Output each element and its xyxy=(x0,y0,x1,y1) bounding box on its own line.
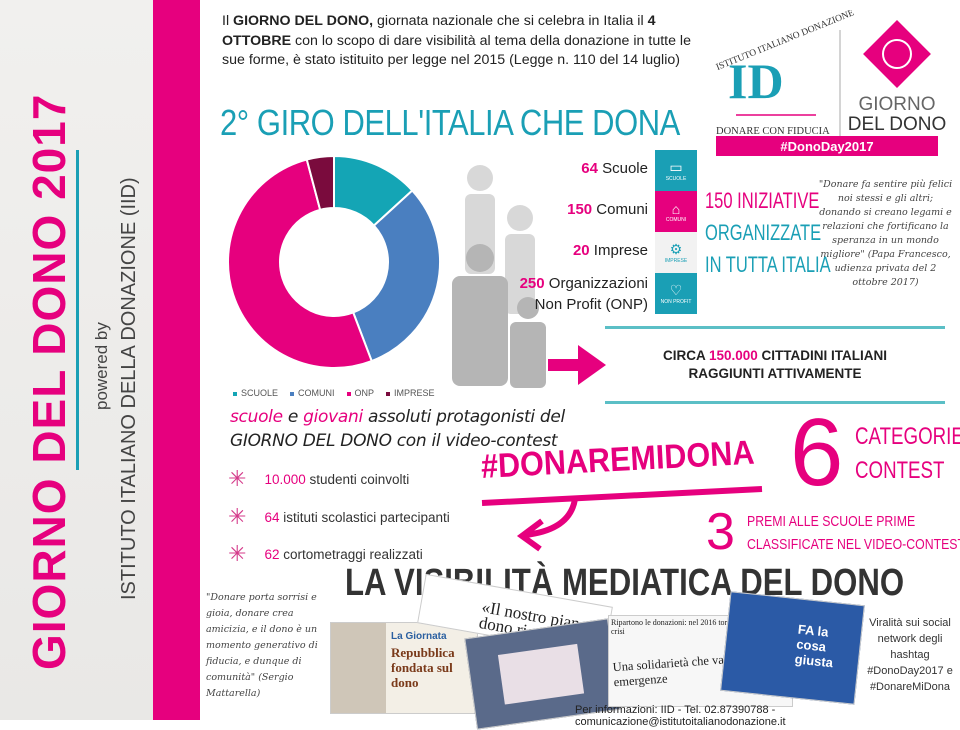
iid-logo: ISTITUTO ITALIANO DONAZIONE ID DONARE CO… xyxy=(715,10,947,156)
bullet-item: ✳ 10.000 studenti coinvolti xyxy=(228,466,410,491)
chart-legend: SCUOLE COMUNI ONP IMPRESE xyxy=(233,388,435,398)
institute-name: ISTITUTO ITALIANO DELLA DONAZIONE (IID) xyxy=(118,177,140,600)
tile-comuni: ⌂ COMUNI xyxy=(655,191,697,232)
tv-screenshot: FA la cosa giusta xyxy=(720,591,865,705)
intro-paragraph: Il GIORNO DEL DONO, giornata nazionale c… xyxy=(222,13,691,68)
tile-imprese: ⚙ IMPRESE xyxy=(655,232,697,273)
legend-marker xyxy=(346,391,351,396)
iniziative-text: 150 INIZIATIVE ORGANIZZATE IN TUTTA ITALIA xyxy=(705,188,831,277)
papa-quote: "Donare fa sentire più felici noi stessi… xyxy=(818,179,953,288)
viral-text: Viralità sui social network degli hashta… xyxy=(867,617,953,693)
divider-line xyxy=(605,326,945,329)
donut-slice-comuni xyxy=(351,189,441,363)
legend-item: COMUNI xyxy=(290,388,335,398)
stat-onp: 250 Organizzazioni Non Profit (ONP) xyxy=(519,275,648,313)
categories-label: CATEGORIE CONTEST xyxy=(855,423,960,484)
divider-line xyxy=(605,401,945,404)
building-icon: ⌂ xyxy=(671,200,681,217)
stat-comuni: 150 Comuni xyxy=(567,201,648,218)
gears-icon: ⚙ xyxy=(669,241,683,257)
protagonists-text: scuole e giovani assoluti protagonisti d… xyxy=(230,407,565,451)
citizens-reached: CIRCA 150.000 CITTADINI ITALIANI RAGGIUNT… xyxy=(662,348,888,381)
asterisk-icon: ✳ xyxy=(228,466,247,491)
legend-item: IMPRESE xyxy=(386,388,435,398)
stat-scuole: 64 Scuole xyxy=(581,160,648,177)
donut-slice-imprese xyxy=(305,154,335,212)
vertical-title: GIORNO DEL DONO 2017 xyxy=(23,93,75,670)
asterisk-icon: ✳ xyxy=(228,504,247,529)
people-icon xyxy=(452,165,546,388)
tile-nonprofit: ♡ NON PROFIT xyxy=(655,273,697,314)
diamond-emblem-icon xyxy=(863,20,931,88)
categories-count: 6 xyxy=(790,399,844,506)
asterisk-icon: ✳ xyxy=(228,541,247,566)
heart-icon: ♡ xyxy=(669,282,683,298)
stat-imprese: 20 Imprese xyxy=(572,242,648,259)
tile-scuole: ▭ SCUOLE xyxy=(655,150,697,191)
svg-text:GIORNO: GIORNO xyxy=(858,94,935,115)
newspaper-clip: La Giornata Repubblica fondata sul dono xyxy=(330,622,478,714)
legend-item: ONP xyxy=(346,388,374,398)
prizes-label: PREMI ALLE SCUOLE PRIME CLASSIFICATE NEL … xyxy=(747,513,960,553)
legend-marker xyxy=(233,391,237,396)
svg-text:ID: ID xyxy=(728,53,784,109)
arrow-right-icon xyxy=(548,345,606,385)
donut-slice-onp xyxy=(227,158,373,369)
pink-accent-bar xyxy=(153,0,200,720)
footer-contact: Per informazioni: IID - Tel. 02.87390788… xyxy=(575,704,786,728)
legend-item: SCUOLE xyxy=(233,388,278,398)
svg-text:DEL DONO: DEL DONO xyxy=(848,114,947,135)
powered-by: powered by xyxy=(92,322,111,410)
legend-marker xyxy=(386,391,391,396)
bullet-item: ✳ 64 istituti scolastici partecipanti xyxy=(228,504,450,529)
legend-marker xyxy=(290,391,295,396)
bullet-item: ✳ 62 cortometraggi realizzati xyxy=(228,541,423,566)
divider-line xyxy=(76,150,79,470)
svg-text:DONARE CON FIDUCIA: DONARE CON FIDUCIA xyxy=(716,126,830,137)
svg-text:#DonoDay2017: #DonoDay2017 xyxy=(780,139,873,154)
mattarella-quote: "Donare porta sorrisi e gioia, donare cr… xyxy=(206,592,318,699)
book-icon: ▭ xyxy=(669,159,683,175)
section-title: 2° GIRO DELL'ITALIA CHE DONA xyxy=(220,102,680,143)
donut-chart xyxy=(227,154,441,369)
prizes-count: 3 xyxy=(706,503,735,561)
curved-arrow-icon xyxy=(481,486,763,552)
